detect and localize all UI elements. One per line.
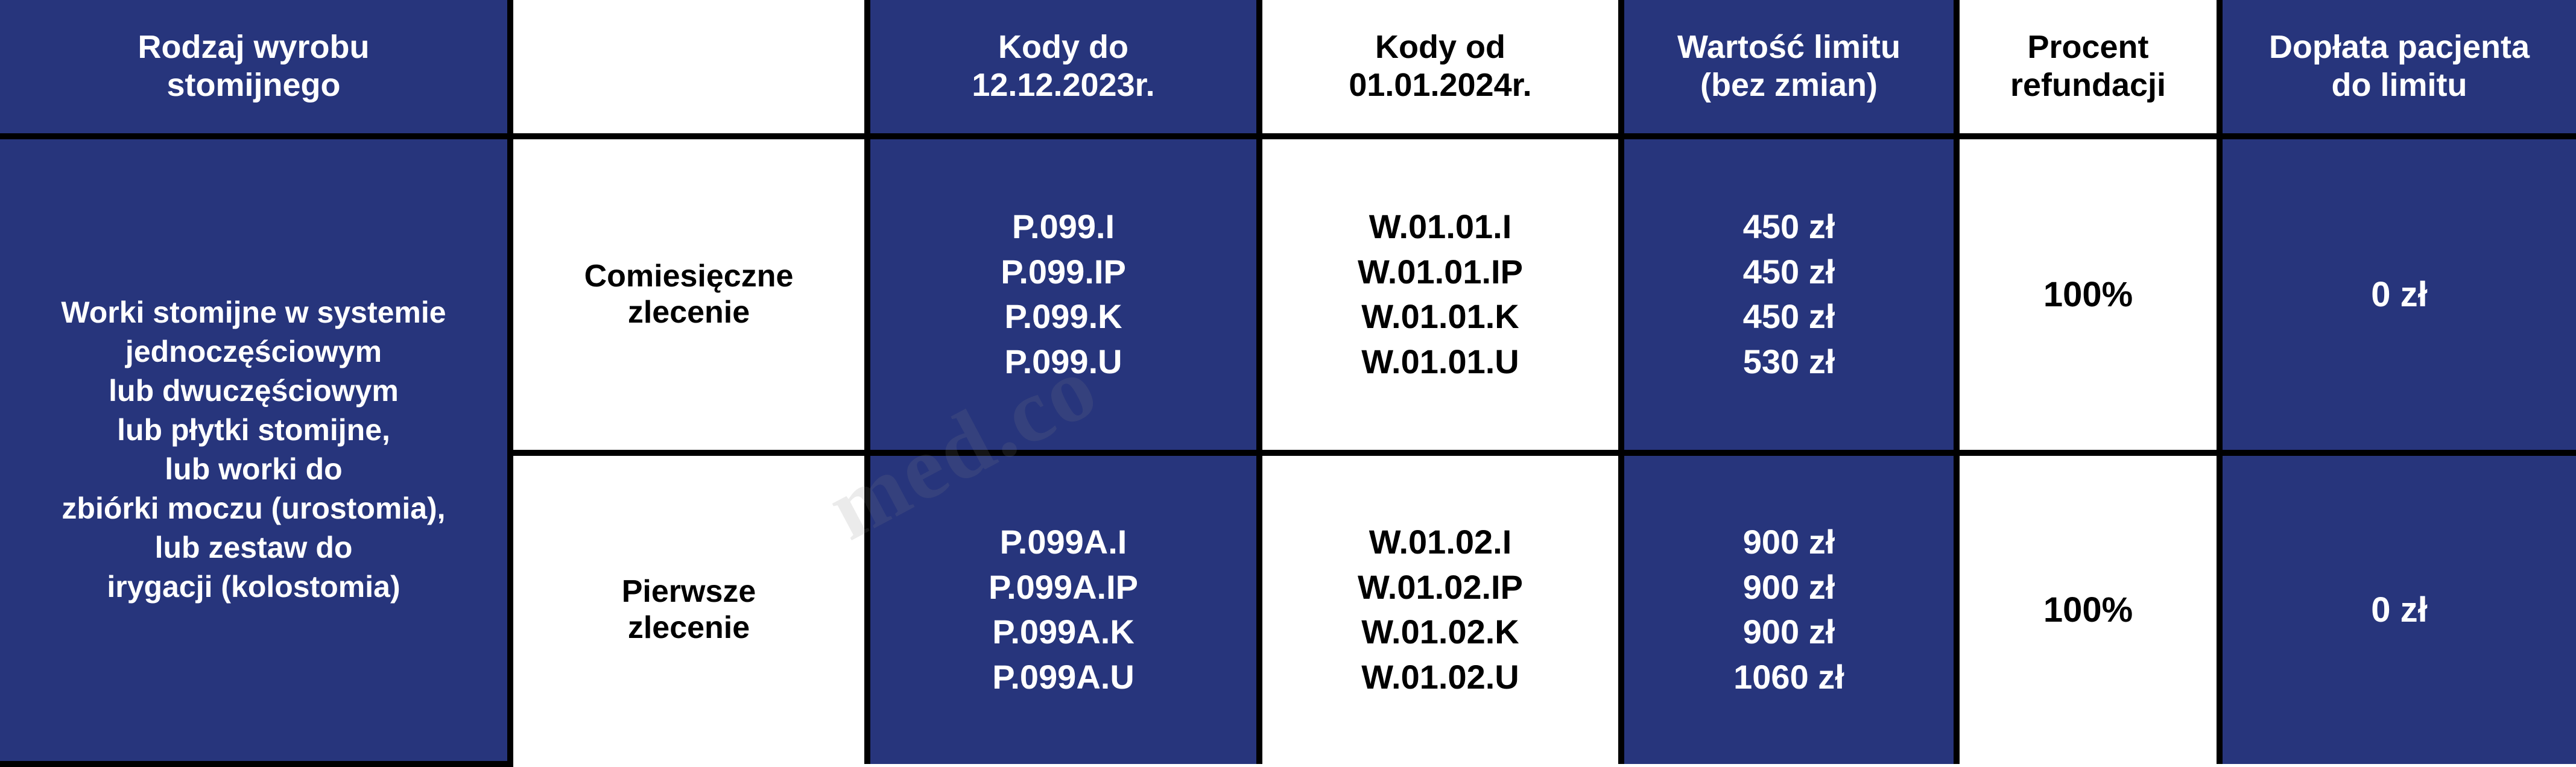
product-description-line-8: irygacji (kolostomia) bbox=[107, 570, 400, 604]
cell-codes-until-row-1: P.099.I P.099.IP P.099.K P.099.U bbox=[864, 133, 1262, 456]
product-description-line-2: jednoczęściowym bbox=[125, 335, 382, 369]
header-limit-value-line-2: (bez zmian) bbox=[1700, 67, 1878, 104]
codes-from-row-2-item-1: W.01.02.I bbox=[1369, 523, 1512, 561]
codes-until-row-2-item-1: P.099A.I bbox=[999, 523, 1127, 561]
codes-until-row-1-item-4: P.099.U bbox=[1004, 342, 1122, 380]
header-limit-value: Wartość limitu (bez zmian) bbox=[1618, 0, 1960, 139]
header-codes-until-line-1: Kody do bbox=[998, 28, 1128, 65]
codes-from-row-2-item-3: W.01.02.K bbox=[1361, 613, 1519, 651]
cell-patient-payment-row-2: 0 zł bbox=[2217, 449, 2576, 764]
table-header-row: Rodzaj wyrobu stomijnego Kody do 12.12.2… bbox=[0, 0, 2576, 139]
limit-value-row-1-item-2: 450 zł bbox=[1742, 252, 1835, 291]
product-description-line-7: lub zestaw do bbox=[154, 531, 353, 565]
cell-refund-percent-row-2: 100% bbox=[1954, 449, 2223, 764]
table-row: Pierwsze zlecenie P.099A.I P.099A.IP P.0… bbox=[0, 449, 2576, 764]
limit-value-row-1-item-3: 450 zł bbox=[1742, 297, 1835, 336]
order-type-row-2-line-1: Pierwsze bbox=[621, 574, 756, 609]
codes-until-row-1-item-1: P.099.I bbox=[1011, 207, 1115, 246]
header-patient-payment-line-1: Dopłata pacjenta bbox=[2268, 28, 2530, 65]
header-codes-from-line-1: Kody od bbox=[1375, 28, 1505, 65]
product-description-line-6: zbiórki moczu (urostomia), bbox=[62, 491, 446, 526]
codes-until-row-2-item-2: P.099A.IP bbox=[988, 567, 1139, 606]
cell-codes-from-row-2: W.01.02.I W.01.02.IP W.01.02.K W.01.02.U bbox=[1256, 449, 1624, 764]
header-refund-percent: Procent refundacji bbox=[1954, 0, 2223, 139]
cell-order-type-row-1: Comiesięczne zlecenie bbox=[507, 133, 870, 456]
order-type-row-1-line-2: zlecenie bbox=[627, 295, 750, 330]
header-codes-until-line-2: 12.12.2023r. bbox=[972, 67, 1155, 104]
order-type-row-2-line-2: zlecenie bbox=[627, 610, 750, 646]
codes-until-row-1-item-2: P.099.IP bbox=[1001, 252, 1126, 291]
order-type-row-1-line-1: Comiesięczne bbox=[584, 258, 794, 294]
header-product-type: Rodzaj wyrobu stomijnego bbox=[0, 0, 513, 139]
cell-limit-values-row-1: 450 zł 450 zł 450 zł 530 zł bbox=[1618, 133, 1960, 456]
codes-from-row-1-item-1: W.01.01.I bbox=[1369, 207, 1512, 246]
limit-value-row-2-item-1: 900 zł bbox=[1742, 523, 1835, 561]
header-refund-percent-line-2: refundacji bbox=[2010, 67, 2166, 104]
codes-from-row-1-item-2: W.01.01.IP bbox=[1358, 252, 1523, 291]
header-limit-value-line-1: Wartość limitu bbox=[1677, 28, 1901, 65]
header-order-type bbox=[507, 0, 870, 139]
header-product-type-line-1: Rodzaj wyrobu bbox=[138, 28, 370, 65]
cell-patient-payment-row-1: 0 zł bbox=[2217, 133, 2576, 456]
product-description-line-5: lub worki do bbox=[165, 452, 343, 487]
product-description-line-1: Worki stomijne w systemie bbox=[61, 295, 446, 330]
header-codes-from-line-2: 01.01.2024r. bbox=[1349, 67, 1532, 104]
cell-refund-percent-row-1: 100% bbox=[1954, 133, 2223, 456]
codes-until-row-1-item-3: P.099.K bbox=[1004, 297, 1122, 336]
cell-codes-from-row-1: W.01.01.I W.01.01.IP W.01.01.K W.01.01.U bbox=[1256, 133, 1624, 456]
limit-value-row-1-item-4: 530 zł bbox=[1742, 342, 1835, 380]
product-description-line-3: lub dwuczęściowym bbox=[109, 374, 399, 408]
codes-until-row-2-item-3: P.099A.K bbox=[992, 613, 1135, 651]
header-codes-until: Kody do 12.12.2023r. bbox=[864, 0, 1262, 139]
limit-value-row-2-item-3: 900 zł bbox=[1742, 613, 1835, 651]
header-refund-percent-line-1: Procent bbox=[2027, 28, 2149, 65]
table-row: Worki stomijne w systemie jednoczęściowy… bbox=[0, 133, 2576, 767]
codes-from-row-1-item-3: W.01.01.K bbox=[1361, 297, 1519, 336]
cell-codes-until-row-2: P.099A.I P.099A.IP P.099A.K P.099A.U bbox=[864, 449, 1262, 764]
codes-from-row-2-item-4: W.01.02.U bbox=[1361, 657, 1519, 696]
header-patient-payment: Dopłata pacjenta do limitu bbox=[2217, 0, 2576, 139]
codes-from-row-2-item-2: W.01.02.IP bbox=[1358, 567, 1523, 606]
header-patient-payment-line-2: do limitu bbox=[2331, 67, 2467, 104]
limit-value-row-1-item-1: 450 zł bbox=[1742, 207, 1835, 246]
limit-value-row-2-item-2: 900 zł bbox=[1742, 567, 1835, 606]
product-description-line-4: lub płytki stomijne, bbox=[117, 413, 390, 447]
header-codes-from: Kody od 01.01.2024r. bbox=[1256, 0, 1624, 139]
codes-from-row-1-item-4: W.01.01.U bbox=[1361, 342, 1519, 380]
header-product-type-line-2: stomijnego bbox=[166, 67, 341, 104]
limit-value-row-2-item-4: 1060 zł bbox=[1733, 657, 1844, 696]
cell-order-type-row-2: Pierwsze zlecenie bbox=[510, 449, 870, 764]
cell-limit-values-row-2: 900 zł 900 zł 900 zł 1060 zł bbox=[1618, 449, 1960, 764]
codes-until-row-2-item-4: P.099A.U bbox=[992, 657, 1135, 696]
cell-product-description: Worki stomijne w systemie jednoczęściowy… bbox=[0, 133, 513, 767]
